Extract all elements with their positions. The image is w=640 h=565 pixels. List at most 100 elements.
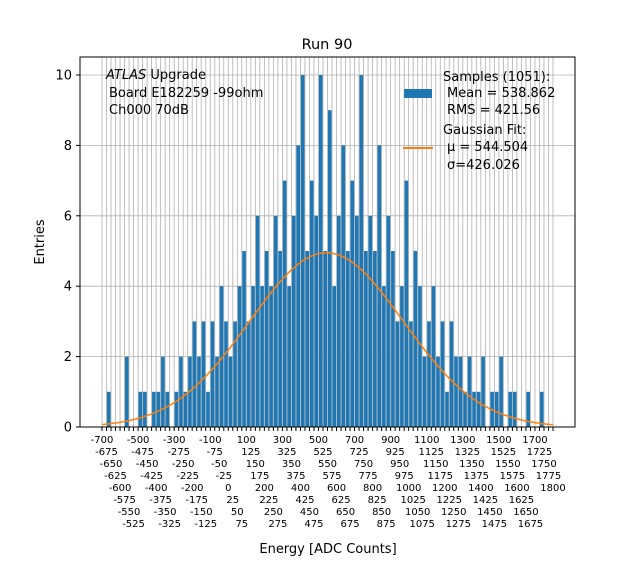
x-tick-label: 1450: [477, 507, 502, 518]
x-tick-label: 425: [295, 495, 314, 506]
x-tick-label: -550: [118, 507, 141, 518]
annotation-atlas: ATLAS: [105, 68, 146, 83]
y-axis: 0 2 4 6 8 10: [55, 69, 80, 436]
histogram-bar: [246, 321, 251, 427]
histogram-bar: [512, 391, 517, 427]
histogram-bar: [373, 251, 377, 427]
x-tick-label: 100: [237, 435, 256, 446]
histogram-bar: [345, 251, 350, 427]
gaussian-fit-line: [101, 252, 554, 426]
x-tick-label: -525: [122, 519, 145, 530]
histogram-bar: [282, 180, 287, 427]
histogram-bar: [183, 391, 188, 427]
x-tick-label: 700: [345, 435, 364, 446]
histogram-bar: [377, 145, 382, 427]
y-tick-label: 8: [64, 139, 72, 154]
x-tick-label: 1575: [500, 471, 525, 482]
x-tick-label: -350: [154, 507, 177, 518]
histogram-bar: [386, 215, 391, 427]
x-tick-label: -500: [127, 435, 150, 446]
x-tick-label: 1175: [428, 471, 453, 482]
x-tick-label: 1650: [513, 507, 538, 518]
x-tick-label: 725: [350, 447, 369, 458]
x-axis-label: Energy [ADC Counts]: [259, 542, 396, 557]
histogram-bar: [201, 321, 206, 427]
histogram-bar: [476, 391, 481, 427]
x-tick-label: 525: [313, 447, 332, 458]
x-tick-label: 575: [322, 471, 341, 482]
x-tick-label: 1475: [482, 519, 507, 530]
x-tick-label: -275: [167, 447, 190, 458]
x-tick-label: -25: [216, 471, 232, 482]
histogram-bar: [395, 321, 400, 427]
x-tick-label: 1525: [491, 447, 516, 458]
histogram-bar: [494, 391, 499, 427]
histogram-bar: [138, 391, 143, 427]
histogram-bar: [409, 321, 413, 427]
x-tick-label: -700: [91, 435, 114, 446]
histogram-bar: [355, 215, 359, 427]
legend-fit-line2: μ = 544.504: [447, 140, 528, 155]
x-tick-label: -100: [199, 435, 222, 446]
legend-hist-line2: Mean = 538.862: [447, 86, 555, 101]
legend-fit-line1: Gaussian Fit:: [443, 123, 526, 138]
x-tick-label: 250: [264, 507, 283, 518]
x-tick-label: -125: [194, 519, 217, 530]
histogram-bar: [323, 251, 328, 427]
histogram-bar: [336, 215, 341, 427]
histogram-bar: [106, 391, 111, 427]
histogram-bar: [404, 180, 409, 427]
histogram-bar: [350, 180, 355, 427]
histogram-bar: [237, 286, 242, 427]
x-tick-label: 1800: [540, 483, 565, 494]
x-tick-label: 1000: [396, 483, 421, 494]
histogram-bar: [508, 391, 512, 427]
x-tick-label: 225: [259, 495, 278, 506]
x-tick-label: 450: [300, 507, 319, 518]
y-tick-label: 0: [64, 421, 72, 436]
histogram-bar: [467, 356, 472, 427]
x-tick-label: 950: [390, 459, 409, 470]
histogram-bar: [391, 251, 395, 427]
histogram-bar: [341, 145, 346, 427]
histogram-bar: [440, 321, 445, 427]
histogram-bar: [269, 286, 273, 427]
histogram-bar: [296, 145, 300, 427]
svg-text:ATLAS Upgrade: ATLAS Upgrade: [105, 68, 206, 83]
annotation-board: Board E182259 -99ohm: [109, 86, 263, 101]
x-tick-label: 1250: [441, 507, 466, 518]
x-tick-label: 50: [231, 507, 244, 518]
x-tick-label: 1700: [522, 435, 547, 446]
histogram-bar: [309, 180, 314, 427]
histogram-bar: [174, 391, 179, 427]
legend-fit-line3: σ=426.026: [447, 158, 520, 173]
histogram-bar: [481, 356, 485, 427]
histogram-bar: [463, 391, 467, 427]
histogram-bar: [152, 391, 156, 427]
x-tick-label: 800: [363, 483, 382, 494]
x-tick-label: -250: [172, 459, 195, 470]
x-tick-label: 1075: [409, 519, 434, 530]
x-tick-label: 25: [226, 495, 239, 506]
histogram-bar: [219, 286, 224, 427]
x-tick-label: 1025: [400, 495, 425, 506]
x-tick-label: 375: [286, 471, 305, 482]
x-tick-label: 1500: [486, 435, 511, 446]
histogram-bar: [449, 321, 454, 427]
histogram-bar: [472, 391, 476, 427]
x-tick-label: 1425: [473, 495, 498, 506]
legend-hist-swatch: [404, 89, 432, 98]
x-tick-label: 1725: [527, 447, 552, 458]
x-tick-label: -675: [95, 447, 118, 458]
x-tick-label: 175: [250, 471, 269, 482]
histogram-bar: [197, 356, 201, 427]
histogram-bar: [427, 321, 431, 427]
x-tick-label: -625: [104, 471, 127, 482]
histogram-bar: [228, 356, 233, 427]
histogram-bar: [318, 75, 323, 427]
histogram-bar: [422, 356, 427, 427]
x-tick-label: -175: [185, 495, 208, 506]
x-tick-label: 1200: [432, 483, 457, 494]
histogram-bar: [273, 215, 278, 427]
histogram-bar: [499, 356, 503, 427]
